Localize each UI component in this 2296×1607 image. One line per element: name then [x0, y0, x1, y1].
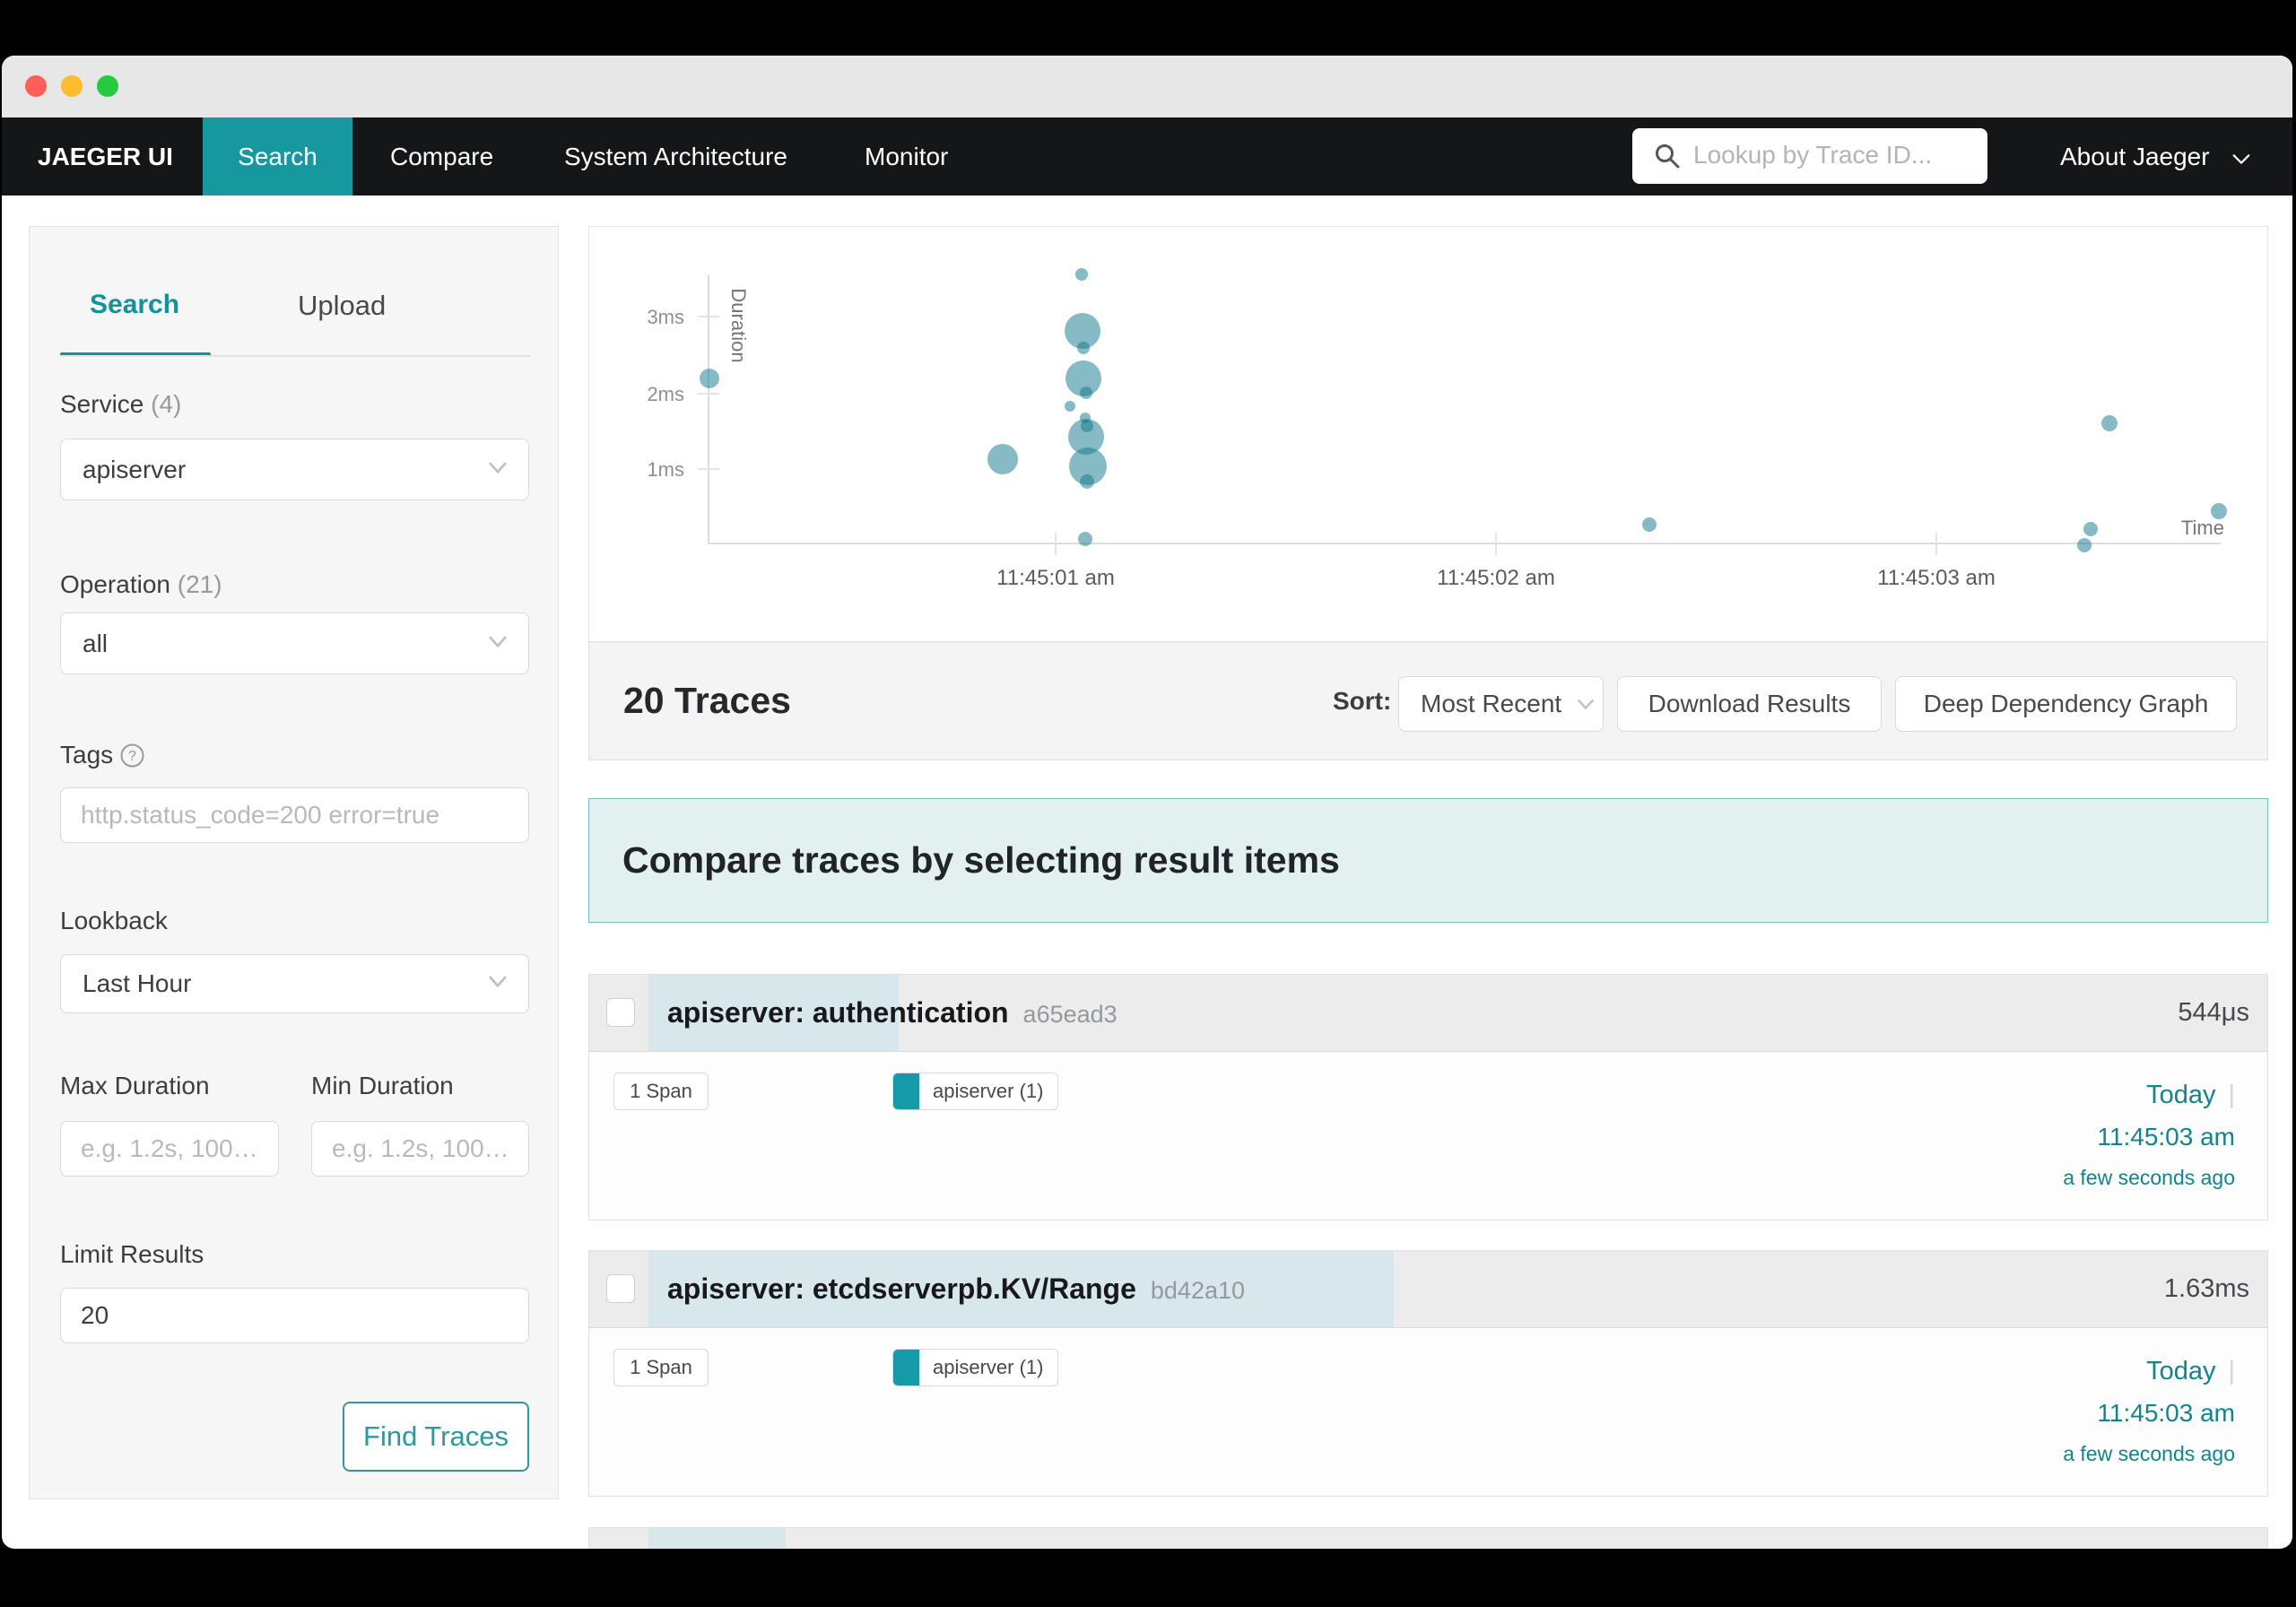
svg-text:?: ? [128, 749, 136, 764]
svg-text:Time: Time [2181, 517, 2224, 539]
svg-text:2ms: 2ms [647, 383, 684, 405]
svg-text:1ms: 1ms [647, 458, 684, 481]
svg-text:11:45:03 am: 11:45:03 am [1877, 566, 1996, 590]
svg-text:Duration: Duration [727, 288, 750, 362]
svg-text:11:45:02 am: 11:45:02 am [1437, 566, 1555, 590]
svg-text:11:45:01 am: 11:45:01 am [996, 566, 1115, 590]
svg-text:3ms: 3ms [647, 306, 684, 328]
